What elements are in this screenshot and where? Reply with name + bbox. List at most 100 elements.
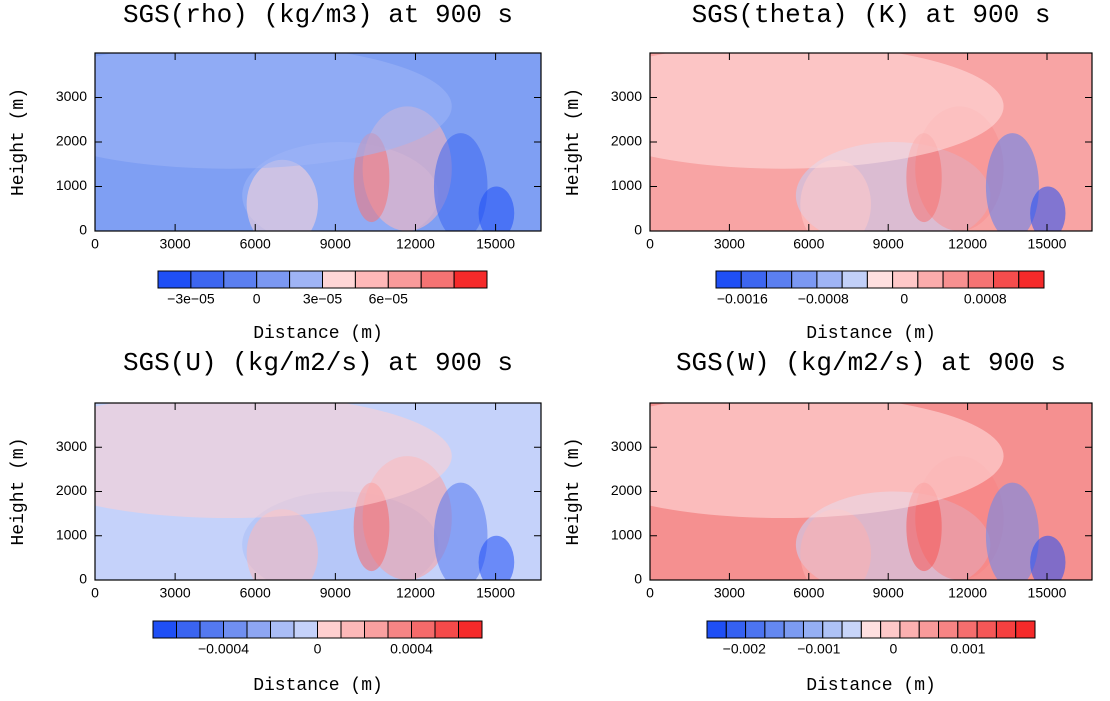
x-tick-label: 6000	[240, 585, 271, 601]
colorbar-label: 0	[253, 291, 261, 307]
y-tick-label: 2000	[611, 482, 642, 498]
field-structure	[478, 186, 515, 231]
colorbar-box	[976, 620, 997, 639]
colorbar-box	[420, 270, 455, 289]
y-tick-label: 3000	[611, 88, 642, 104]
colorbar-label: −0.0016	[717, 291, 768, 307]
colorbar-box	[715, 270, 742, 289]
y-tick-label: 3000	[56, 438, 87, 454]
colorbar-box	[289, 270, 324, 289]
x-tick-label: 0	[646, 585, 654, 601]
colorbar-box	[270, 620, 295, 639]
field-structure	[246, 159, 318, 231]
field	[95, 53, 515, 231]
x-axis-label: Distance (m)	[253, 676, 383, 696]
colorbar-label: 3e−05	[303, 291, 343, 307]
colorbar-box	[918, 620, 940, 639]
field-structure	[95, 403, 452, 519]
x-tick-label: 6000	[793, 585, 824, 601]
field	[95, 403, 515, 580]
colorbar-box	[246, 620, 271, 639]
colorbar-label: −0.0004	[198, 641, 249, 657]
colorbar-label: 0	[314, 641, 322, 657]
colorbar-box	[745, 620, 766, 639]
colorbar-box	[967, 270, 995, 289]
colorbar-box	[434, 620, 459, 639]
y-tick-label: 2000	[56, 482, 87, 498]
y-tick-label: 2000	[56, 133, 87, 149]
colorbar-box	[841, 620, 862, 639]
colorbar-box	[917, 270, 944, 289]
colorbar-label: 0	[889, 641, 897, 657]
colorbar-label: 0.0008	[964, 291, 1007, 307]
colorbar-box	[899, 620, 920, 639]
colorbar-box	[764, 620, 785, 639]
x-tick-label: 12000	[396, 236, 435, 252]
y-axis-label: Height (m)	[9, 88, 29, 196]
x-tick-label: 3000	[160, 236, 191, 252]
field-structure	[650, 403, 1004, 519]
y-tick-label: 3000	[56, 88, 87, 104]
colorbar-box	[765, 270, 793, 289]
colorbar-box	[892, 270, 919, 289]
field-structure	[1030, 535, 1066, 580]
colorbar-box	[293, 620, 318, 639]
y-axis-label: Height (m)	[564, 88, 584, 196]
colorbar-box	[783, 620, 804, 639]
colorbar-box	[791, 270, 818, 289]
x-tick-label: 6000	[240, 236, 271, 252]
field-structure	[478, 535, 515, 580]
colorbar-box	[1015, 620, 1036, 639]
colorbar-box	[706, 620, 727, 639]
colorbar-box	[364, 620, 389, 639]
y-axis-label: Height (m)	[9, 437, 29, 545]
field	[650, 53, 1066, 231]
x-tick-label: 15000	[1028, 236, 1067, 252]
colorbar-box	[841, 270, 868, 289]
x-axis-label: Distance (m)	[253, 324, 383, 344]
y-tick-label: 2000	[611, 133, 642, 149]
colorbar-box	[453, 270, 488, 289]
colorbar-box	[223, 620, 248, 639]
colorbar-box	[322, 270, 356, 289]
colorbar-box	[387, 620, 412, 639]
colorbar-box	[1018, 270, 1045, 289]
x-tick-label: 9000	[320, 585, 351, 601]
colorbar-box	[340, 620, 365, 639]
colorbar-box	[411, 620, 436, 639]
x-tick-label: 3000	[714, 236, 745, 252]
y-tick-label: 0	[79, 571, 87, 587]
colorbar-box	[957, 620, 978, 639]
colorbar-box	[190, 270, 225, 289]
colorbar-label: −0.002	[723, 641, 766, 657]
x-axis-label: Distance (m)	[806, 676, 936, 696]
x-tick-label: 15000	[476, 236, 515, 252]
field-structure	[433, 482, 488, 580]
field-structure	[650, 53, 1004, 169]
colorbar-box	[725, 620, 747, 639]
colorbar-box	[880, 620, 901, 639]
x-tick-label: 3000	[160, 585, 191, 601]
y-tick-label: 1000	[611, 177, 642, 193]
field-structure	[800, 509, 871, 580]
colorbar-box	[223, 270, 258, 289]
colorbar-label: −0.001	[797, 641, 840, 657]
colorbar-box	[866, 270, 894, 289]
colorbar-box	[802, 620, 824, 639]
colorbar-label: 0	[900, 291, 908, 307]
field-structure	[246, 509, 318, 580]
x-tick-label: 12000	[948, 585, 987, 601]
colorbar-box	[199, 620, 224, 639]
colorbar-box	[458, 620, 483, 639]
x-tick-label: 15000	[476, 585, 515, 601]
colorbar-box	[354, 270, 389, 289]
colorbar-box	[938, 620, 959, 639]
panel-title: SGS(rho) (kg/m3) at 900 s	[123, 0, 513, 30]
colorbar-box	[740, 270, 767, 289]
colorbar-label: −3e−05	[167, 291, 215, 307]
colorbar-box	[816, 270, 843, 289]
colorbar-box	[993, 270, 1020, 289]
x-axis-label: Distance (m)	[806, 324, 936, 344]
colorbar-box	[157, 270, 192, 289]
field-structure	[95, 53, 452, 169]
